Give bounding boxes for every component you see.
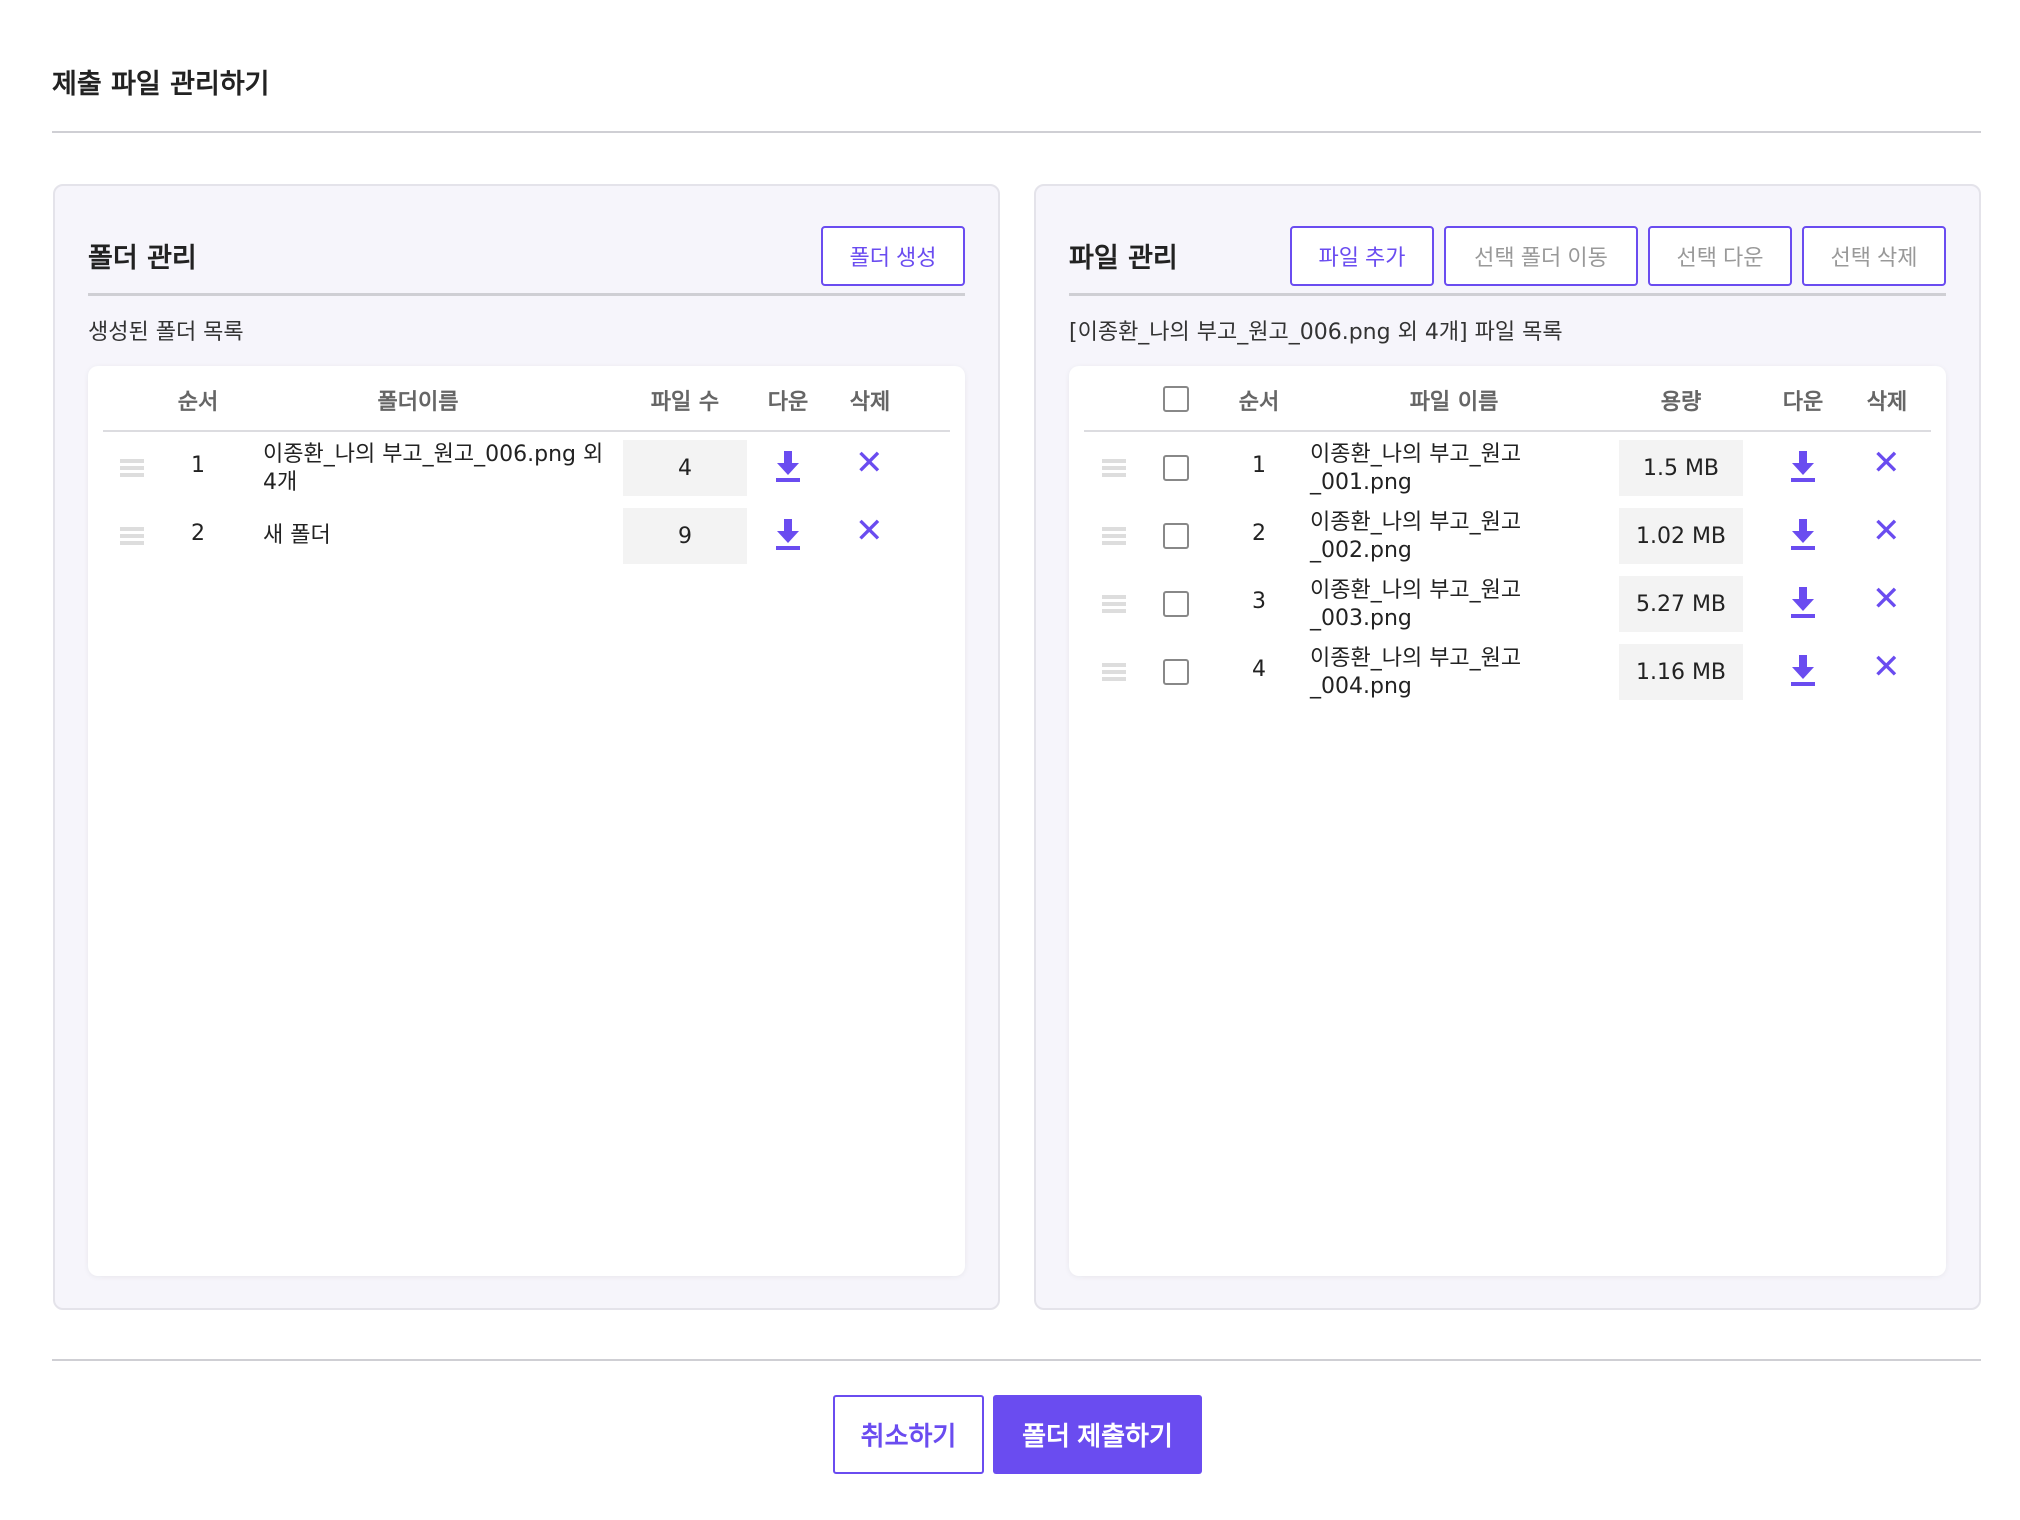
folder-row[interactable]: 2 새 폴더 9 ✕ bbox=[103, 505, 950, 567]
download-icon[interactable] bbox=[774, 451, 802, 489]
file-row[interactable]: 2 이종환_나의 부고_원고_002.png 1.02 MB ✕ bbox=[1084, 505, 1931, 567]
download-icon[interactable] bbox=[1789, 587, 1817, 625]
folder-name[interactable]: 새 폴더 bbox=[263, 523, 331, 548]
folder-panel: 폴더 관리 폴더 생성 생성된 폴더 목록 순서 폴더이름 파일 수 다운 삭제… bbox=[53, 184, 1000, 1310]
file-name: 이종환_나의 부고_원고_001.png bbox=[1310, 442, 1522, 495]
folder-name[interactable]: 이종환_나의 부고_원고_006.png 외 4개 bbox=[263, 442, 604, 495]
file-size: 1.5 MB bbox=[1619, 440, 1743, 496]
download-icon[interactable] bbox=[774, 519, 802, 557]
col-folder-name: 폴더이름 bbox=[377, 390, 459, 415]
col-file-name: 파일 이름 bbox=[1409, 390, 1499, 415]
col-size: 용량 bbox=[1660, 390, 1702, 415]
folder-table: 순서 폴더이름 파일 수 다운 삭제 1 이종환_나의 부고_원고_006.pn… bbox=[88, 366, 965, 1276]
file-panel: 파일 관리 파일 추가 선택 폴더 이동 선택 다운 선택 삭제 [이종환_나의… bbox=[1034, 184, 1981, 1310]
folder-order: 2 bbox=[191, 521, 205, 546]
file-order: 2 bbox=[1252, 521, 1266, 546]
file-size: 5.27 MB bbox=[1619, 576, 1743, 632]
file-name: 이종환_나의 부고_원고_002.png bbox=[1310, 510, 1522, 563]
col-file-count: 파일 수 bbox=[650, 390, 720, 415]
move-selected-button[interactable]: 선택 폴더 이동 bbox=[1444, 225, 1638, 286]
file-list-label: [이종환_나의 부고_원고_006.png 외 4개] 파일 목록 bbox=[1069, 320, 1563, 345]
download-icon[interactable] bbox=[1789, 451, 1817, 489]
file-order: 4 bbox=[1252, 657, 1266, 682]
drag-handle-icon[interactable] bbox=[1102, 527, 1126, 545]
row-checkbox[interactable] bbox=[1163, 523, 1189, 549]
file-order: 3 bbox=[1252, 589, 1266, 614]
delete-icon[interactable]: ✕ bbox=[855, 443, 884, 483]
download-icon[interactable] bbox=[1789, 655, 1817, 693]
divider bbox=[52, 1359, 1981, 1361]
download-selected-button[interactable]: 선택 다운 bbox=[1648, 225, 1792, 286]
col-order: 순서 bbox=[1238, 390, 1280, 415]
folder-panel-title: 폴더 관리 bbox=[88, 243, 197, 274]
submit-folder-button[interactable]: 폴더 제출하기 bbox=[993, 1395, 1202, 1474]
col-order: 순서 bbox=[177, 390, 219, 415]
delete-icon[interactable]: ✕ bbox=[1872, 511, 1901, 551]
row-checkbox[interactable] bbox=[1163, 591, 1189, 617]
row-checkbox[interactable] bbox=[1163, 659, 1189, 685]
col-delete: 삭제 bbox=[1866, 390, 1908, 415]
folder-list-label: 생성된 폴더 목록 bbox=[88, 320, 244, 345]
file-row[interactable]: 1 이종환_나의 부고_원고_001.png 1.5 MB ✕ bbox=[1084, 437, 1931, 499]
delete-icon[interactable]: ✕ bbox=[1872, 647, 1901, 687]
col-download: 다운 bbox=[767, 390, 809, 415]
file-row[interactable]: 3 이종환_나의 부고_원고_003.png 5.27 MB ✕ bbox=[1084, 573, 1931, 635]
add-file-button[interactable]: 파일 추가 bbox=[1290, 225, 1434, 286]
file-panel-header: 파일 관리 파일 추가 선택 폴더 이동 선택 다운 선택 삭제 bbox=[1069, 218, 1946, 296]
file-name: 이종환_나의 부고_원고_004.png bbox=[1310, 646, 1522, 699]
folder-row[interactable]: 1 이종환_나의 부고_원고_006.png 외 4개 4 ✕ bbox=[103, 437, 950, 499]
page-title: 제출 파일 관리하기 bbox=[52, 69, 270, 100]
delete-icon[interactable]: ✕ bbox=[855, 511, 884, 551]
folder-order: 1 bbox=[191, 453, 205, 478]
col-delete: 삭제 bbox=[849, 390, 891, 415]
file-size: 1.02 MB bbox=[1619, 508, 1743, 564]
drag-handle-icon[interactable] bbox=[120, 527, 144, 545]
file-name: 이종환_나의 부고_원고_003.png bbox=[1310, 578, 1522, 631]
drag-handle-icon[interactable] bbox=[1102, 459, 1126, 477]
row-checkbox[interactable] bbox=[1163, 455, 1189, 481]
col-download: 다운 bbox=[1782, 390, 1824, 415]
file-size: 1.16 MB bbox=[1619, 644, 1743, 700]
file-table-header: 순서 파일 이름 용량 다운 삭제 bbox=[1084, 366, 1931, 432]
delete-icon[interactable]: ✕ bbox=[1872, 579, 1901, 619]
delete-selected-button[interactable]: 선택 삭제 bbox=[1802, 225, 1946, 286]
divider bbox=[52, 131, 1981, 133]
folder-file-count: 9 bbox=[623, 508, 747, 564]
cancel-button[interactable]: 취소하기 bbox=[833, 1395, 984, 1474]
create-folder-button[interactable]: 폴더 생성 bbox=[821, 225, 965, 286]
file-table: 순서 파일 이름 용량 다운 삭제 1 이종환_나의 부고_원고_001.png… bbox=[1069, 366, 1946, 1276]
drag-handle-icon[interactable] bbox=[1102, 595, 1126, 613]
download-icon[interactable] bbox=[1789, 519, 1817, 557]
delete-icon[interactable]: ✕ bbox=[1872, 443, 1901, 483]
select-all-checkbox[interactable] bbox=[1163, 386, 1189, 412]
file-row[interactable]: 4 이종환_나의 부고_원고_004.png 1.16 MB ✕ bbox=[1084, 641, 1931, 703]
file-panel-title: 파일 관리 bbox=[1069, 243, 1178, 274]
file-order: 1 bbox=[1252, 453, 1266, 478]
folder-table-header: 순서 폴더이름 파일 수 다운 삭제 bbox=[103, 366, 950, 432]
folder-panel-header: 폴더 관리 폴더 생성 bbox=[88, 218, 965, 296]
drag-handle-icon[interactable] bbox=[1102, 663, 1126, 681]
drag-handle-icon[interactable] bbox=[120, 459, 144, 477]
folder-file-count: 4 bbox=[623, 440, 747, 496]
